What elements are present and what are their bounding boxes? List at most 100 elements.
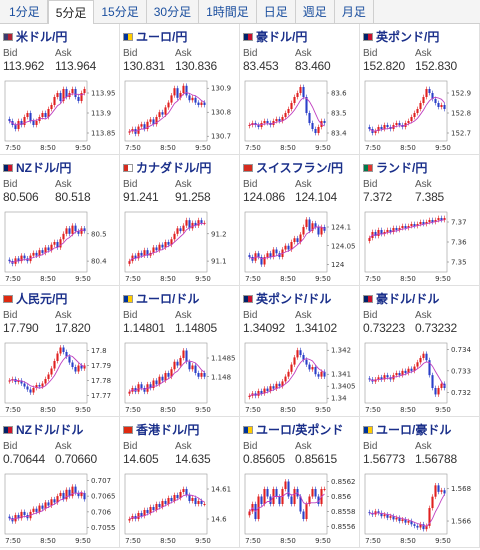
candle-body: [407, 368, 410, 373]
moving-average-line: [9, 93, 85, 126]
candle-body: [155, 504, 158, 510]
rate-card[interactable]: カナダドル/円 Bid Ask 91.241 91.258 91.2 91.1 7:50 8:5…: [120, 155, 240, 286]
candle-body: [191, 365, 194, 370]
y-tick-label: 0.8562: [331, 478, 356, 486]
y-tick-label: 113.95: [91, 90, 116, 98]
price-chart[interactable]: 113.95 113.9 113.85 7:50 8:50 9:50: [3, 78, 117, 152]
currency-pair-link[interactable]: 米ドル/円: [3, 28, 67, 45]
tab-timeframe-7[interactable]: 月足: [335, 0, 374, 23]
flag-eu-icon: [123, 294, 133, 303]
candle-body: [161, 112, 164, 115]
rate-card[interactable]: NZドル/ドル Bid Ask 0.70644 0.70660 0.707 0.7065 0.…: [0, 417, 120, 548]
price-chart[interactable]: 1.1485 1.148 7:50 8:50 9:50: [123, 340, 237, 414]
rate-card[interactable]: スイスフラン/円 Bid Ask 124.086 124.104 124.1 124.05 1…: [240, 155, 360, 286]
price-chart[interactable]: 14.61 14.6 7:50 8:50 9:50: [123, 471, 237, 545]
currency-pair-link[interactable]: ユーロ/円: [123, 28, 187, 45]
ask-price: 113.964: [55, 59, 97, 73]
bid-price: 17.790: [3, 321, 39, 335]
candle-body: [59, 347, 62, 354]
candle-body: [83, 89, 86, 93]
candle-body: [74, 486, 77, 493]
rate-card[interactable]: ランド/円 Bid Ask 7.372 7.385 7.37 7.36 7.35 7:50 8:5…: [360, 155, 480, 286]
tab-timeframe-1[interactable]: 5分足: [47, 0, 95, 25]
bid-price: 1.34092: [243, 321, 285, 335]
candle-body: [53, 499, 56, 503]
candle-body: [437, 485, 440, 492]
price-chart[interactable]: 80.5 80.4 7:50 8:50 9:50: [3, 209, 117, 283]
candle-body: [143, 250, 146, 256]
price-chart[interactable]: 83.6 83.5 83.4 7:50 8:50 9:50: [243, 78, 357, 152]
price-chart[interactable]: 7.37 7.36 7.35 7:50 8:50 9:50: [363, 209, 477, 283]
bid-label: Bid: [123, 310, 138, 321]
price-chart[interactable]: 124.1 124.05 124 7:50 8:50 9:50: [243, 209, 357, 283]
x-tick-label: 7:50: [125, 537, 141, 545]
currency-pair-link[interactable]: ユーロ/英ポンド: [243, 421, 343, 438]
candle-body: [413, 524, 416, 526]
candle-body: [311, 367, 314, 370]
candle-body: [260, 391, 263, 394]
rate-card[interactable]: ユーロ/英ポンド Bid Ask 0.85605 0.85615 0.8562 0.856 0…: [240, 417, 360, 548]
price-chart[interactable]: 91.2 91.1 7:50 8:50 9:50: [123, 209, 237, 283]
candle-body: [410, 521, 413, 525]
currency-pair-link[interactable]: ユーロ/豪ドル: [363, 421, 451, 438]
y-tick-label: 0.732: [451, 389, 471, 397]
currency-pair-link[interactable]: スイスフラン/円: [243, 159, 343, 176]
candle-body: [170, 369, 173, 377]
tab-timeframe-5[interactable]: 日足: [257, 0, 296, 23]
candle-body: [314, 223, 317, 227]
price-chart[interactable]: 0.707 0.7065 0.706 0.7055 7:50 8:50 9:50: [3, 471, 117, 545]
price-chart[interactable]: 152.9 152.8 152.7 7:50 8:50 9:50: [363, 78, 477, 152]
rate-card[interactable]: ユーロ/円 Bid Ask 130.831 130.836 130.9 130.8 130.7…: [120, 24, 240, 155]
candle-body: [386, 230, 389, 232]
currency-pair-link[interactable]: NZドル/円: [3, 159, 71, 176]
price-chart[interactable]: 0.734 0.733 0.732 7:50 8:50 9:50: [363, 340, 477, 414]
tab-timeframe-3[interactable]: 30分足: [147, 0, 200, 23]
rate-card[interactable]: NZドル/円 Bid Ask 80.506 80.518 80.5 80.4 7:50 8:50…: [0, 155, 120, 286]
ask-label: Ask: [55, 310, 72, 321]
candle-body: [170, 498, 173, 501]
candle-body: [299, 234, 302, 242]
y-tick-label: 0.8556: [331, 523, 356, 531]
bid-price: 0.73223: [363, 321, 405, 335]
currency-pair-link[interactable]: 豪ドル/ドル: [363, 290, 439, 307]
candlestick-chart: 17.8 17.79 17.78 17.77 7:50 8:50 9:50: [4, 342, 111, 414]
tab-timeframe-6[interactable]: 週足: [296, 0, 335, 23]
bid-label: Bid: [363, 310, 378, 321]
rate-card[interactable]: 豪ドル/円 Bid Ask 83.453 83.460 83.6 83.5 83.4 7:50 8…: [240, 24, 360, 155]
flag-cn-icon: [3, 294, 13, 303]
tab-timeframe-4[interactable]: 1時間足: [199, 0, 257, 23]
price-chart[interactable]: 1.568 1.566 7:50 8:50 9:50: [363, 471, 477, 545]
candle-body: [293, 357, 296, 365]
currency-pair-link[interactable]: 豪ドル/円: [243, 28, 307, 45]
candle-body: [260, 496, 263, 504]
tab-timeframe-0[interactable]: 1分足: [2, 0, 48, 23]
currency-pair-link[interactable]: 香港ドル/円: [123, 421, 199, 438]
currency-pair-link[interactable]: 人民元/円: [3, 290, 67, 307]
currency-pair-link[interactable]: NZドル/ドル: [3, 421, 83, 438]
rate-card[interactable]: 英ポンド/円 Bid Ask 152.820 152.830 152.9 152.8 152.…: [360, 24, 480, 155]
currency-pair-link[interactable]: ランド/円: [363, 159, 427, 176]
currency-pair-link[interactable]: ユーロ/ドル: [123, 290, 199, 307]
x-tick-label: 9:50: [75, 275, 91, 283]
candle-body: [197, 102, 200, 105]
rate-card[interactable]: 人民元/円 Bid Ask 17.790 17.820 17.8 17.79 17.78 17.…: [0, 286, 120, 417]
candle-body: [293, 238, 296, 242]
rate-card[interactable]: ユーロ/ドル Bid Ask 1.14801 1.14805 1.1485 1.148 7:5…: [120, 286, 240, 417]
price-chart[interactable]: 17.8 17.79 17.78 17.77 7:50 8:50 9:50: [3, 340, 117, 414]
candle-body: [263, 121, 266, 123]
price-chart[interactable]: 0.8562 0.856 0.8558 0.8556 7:50 8:50 9:50: [243, 471, 357, 545]
price-chart[interactable]: 130.9 130.8 130.7 7:50 8:50 9:50: [123, 78, 237, 152]
rate-card[interactable]: 英ポンド/ドル Bid Ask 1.34092 1.34102 1.342 1.341 1.3…: [240, 286, 360, 417]
rate-card[interactable]: 豪ドル/ドル Bid Ask 0.73223 0.73232 0.734 0.733 0.73…: [360, 286, 480, 417]
candle-body: [32, 252, 35, 256]
currency-pair-link[interactable]: カナダドル/円: [123, 159, 211, 176]
moving-average-line: [249, 97, 325, 127]
rate-card[interactable]: 香港ドル/円 Bid Ask 14.605 14.635 14.61 14.6 7:50 8:5…: [120, 417, 240, 548]
price-chart[interactable]: 1.342 1.341 1.3405 1.34 7:50 8:50 9:50: [243, 340, 357, 414]
rate-card[interactable]: 米ドル/円 Bid Ask 113.962 113.964 113.95 113.9 113.…: [0, 24, 120, 155]
candle-body: [314, 489, 317, 497]
currency-pair-link[interactable]: 英ポンド/円: [363, 28, 439, 45]
rate-card[interactable]: ユーロ/豪ドル Bid Ask 1.56773 1.56788 1.568 1.566 7:5…: [360, 417, 480, 548]
tab-timeframe-2[interactable]: 15分足: [94, 0, 147, 23]
currency-pair-link[interactable]: 英ポンド/ドル: [243, 290, 331, 307]
